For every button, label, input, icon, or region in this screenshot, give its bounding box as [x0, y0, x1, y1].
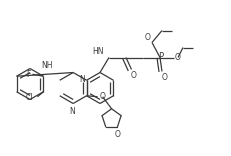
Text: O: O	[162, 73, 168, 83]
Text: HN: HN	[92, 46, 104, 56]
Text: Cl: Cl	[26, 93, 33, 102]
Text: O: O	[115, 130, 120, 139]
Text: N: N	[79, 75, 85, 84]
Text: NH: NH	[41, 61, 53, 70]
Text: O: O	[100, 92, 106, 101]
Text: N: N	[69, 107, 75, 117]
Text: F: F	[26, 70, 30, 79]
Text: O: O	[175, 53, 181, 62]
Text: O: O	[145, 32, 151, 41]
Text: O: O	[131, 71, 137, 80]
Text: P: P	[158, 52, 164, 61]
